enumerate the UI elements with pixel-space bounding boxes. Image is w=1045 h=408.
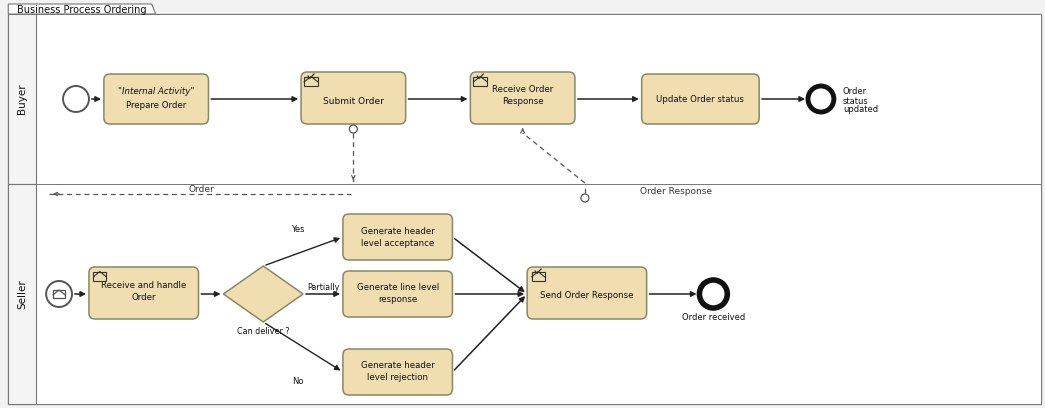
Bar	[532, 271, 544, 281]
FancyBboxPatch shape	[103, 74, 208, 124]
Text: Business Process Ordering: Business Process Ordering	[17, 5, 146, 15]
Text: Response: Response	[502, 98, 543, 106]
Text: Order: Order	[188, 186, 214, 195]
FancyBboxPatch shape	[89, 267, 199, 319]
Text: level acceptance: level acceptance	[362, 239, 435, 248]
Circle shape	[63, 86, 89, 112]
Circle shape	[349, 125, 357, 133]
Text: Buyer: Buyer	[17, 84, 27, 114]
FancyBboxPatch shape	[343, 271, 452, 317]
Polygon shape	[8, 4, 156, 14]
Text: "Internal Activity": "Internal Activity"	[118, 87, 194, 97]
Text: Order: Order	[132, 293, 156, 302]
Text: Generate header: Generate header	[361, 226, 435, 235]
Text: Order: Order	[843, 87, 867, 97]
FancyBboxPatch shape	[343, 349, 452, 395]
Circle shape	[46, 281, 72, 307]
Text: level rejection: level rejection	[367, 373, 428, 383]
Bar	[93, 271, 107, 281]
Text: Order received: Order received	[681, 313, 745, 322]
Text: Update Order status: Update Order status	[656, 95, 744, 104]
Text: response: response	[378, 295, 417, 304]
Polygon shape	[224, 266, 303, 322]
Text: No: No	[293, 377, 304, 386]
Text: Partially: Partially	[307, 282, 340, 291]
Text: Prepare Order: Prepare Order	[126, 102, 186, 111]
Bar	[304, 77, 318, 86]
Text: Receive Order: Receive Order	[492, 86, 553, 95]
Text: Generate header: Generate header	[361, 361, 435, 370]
Text: Order Response: Order Response	[640, 188, 712, 197]
Text: Seller: Seller	[17, 279, 27, 309]
Bar	[473, 77, 487, 86]
Text: updated: updated	[843, 106, 878, 115]
Text: Generate line level: Generate line level	[356, 284, 439, 293]
Bar	[53, 290, 65, 298]
FancyBboxPatch shape	[470, 72, 575, 124]
Bar	[37, 184, 1041, 404]
Text: Submit Order: Submit Order	[323, 97, 384, 106]
Bar	[8, 14, 37, 184]
Circle shape	[581, 194, 589, 202]
Circle shape	[699, 280, 727, 308]
Text: Send Order Response: Send Order Response	[540, 291, 633, 301]
Text: status: status	[843, 97, 868, 106]
Bar	[37, 14, 1041, 184]
FancyBboxPatch shape	[301, 72, 405, 124]
Circle shape	[808, 86, 834, 112]
FancyBboxPatch shape	[642, 74, 759, 124]
Bar	[8, 184, 37, 404]
FancyBboxPatch shape	[343, 214, 452, 260]
Text: Receive and handle: Receive and handle	[101, 281, 186, 290]
Text: Can deliver ?: Can deliver ?	[237, 328, 289, 337]
FancyBboxPatch shape	[527, 267, 647, 319]
Text: Yes: Yes	[292, 224, 305, 233]
